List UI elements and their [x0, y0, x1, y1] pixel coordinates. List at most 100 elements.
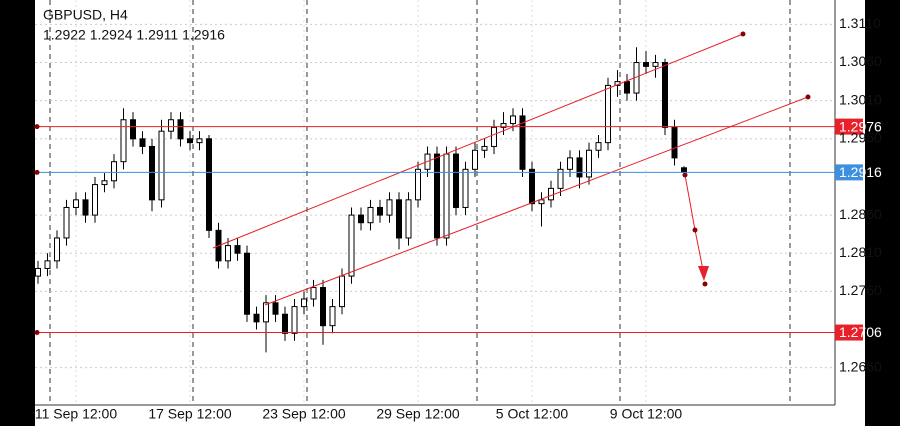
anchor — [682, 172, 688, 178]
candle-body — [329, 306, 336, 327]
level-anchor — [34, 124, 40, 130]
channel-upper — [212, 33, 744, 249]
y-tick-label: 1.3110 — [839, 15, 881, 31]
candle-body — [244, 252, 250, 315]
candle-body — [662, 62, 668, 128]
candle-body — [434, 153, 440, 239]
candle-body — [643, 62, 649, 67]
channel-lower — [264, 96, 809, 306]
arrow-head — [698, 266, 709, 281]
levels: 1.2976 1.2916 1.2706 — [34, 118, 882, 341]
candle-body — [187, 138, 193, 144]
y-tick-label: 1.2810 — [839, 244, 882, 260]
candle-body — [367, 206, 374, 224]
candle-body — [282, 313, 288, 334]
anchor — [805, 94, 811, 100]
candle-body — [158, 130, 165, 201]
candle-body — [377, 206, 383, 216]
candle-body — [225, 245, 231, 262]
candle-body — [652, 62, 659, 67]
anchor — [702, 281, 708, 287]
candle-body — [168, 119, 174, 132]
candle-body — [82, 199, 89, 216]
candle-body — [291, 306, 298, 334]
candle-body — [206, 138, 212, 231]
candle-body — [301, 298, 307, 308]
candle-body — [120, 119, 127, 163]
candle-body — [63, 206, 70, 239]
candle-body — [557, 168, 564, 189]
candle-body — [310, 287, 317, 300]
candle-body — [177, 119, 184, 140]
level-anchor — [34, 169, 40, 175]
chart-title: GBPUSD, H4 — [43, 7, 128, 23]
ohlc-readout: 1.2922 1.2924 1.2911 1.2916 — [43, 27, 225, 43]
candle-body — [595, 142, 602, 151]
candle-body — [139, 138, 146, 147]
y-tick-label: 1.3010 — [839, 91, 882, 107]
candle-body — [624, 81, 630, 94]
price-tag — [835, 118, 863, 135]
y-tick-label: 1.2760 — [839, 282, 882, 298]
candles — [35, 47, 687, 353]
candle-body — [529, 168, 535, 205]
candle-body — [510, 115, 516, 125]
candle-body — [462, 168, 469, 208]
candle-body — [35, 267, 41, 277]
x-tick-label: 5 Oct 12:00 — [496, 406, 569, 422]
candle-body — [339, 275, 345, 308]
x-tick-label: 17 Sep 12:00 — [148, 406, 232, 422]
candle-body — [130, 119, 136, 140]
candle-body — [44, 260, 51, 269]
candle-body — [538, 199, 545, 205]
candle-body — [396, 199, 402, 239]
candle-body — [605, 84, 611, 144]
candle-body — [500, 123, 507, 128]
candle-body — [576, 157, 583, 178]
y-tick-label: 1.2660 — [839, 358, 882, 374]
candle-body — [234, 245, 241, 254]
candle-body — [253, 313, 260, 323]
candle-body — [453, 153, 459, 208]
candle-body — [348, 214, 355, 277]
price-tag-label: 1.2706 — [839, 324, 882, 340]
candle-body — [491, 126, 497, 147]
candle-body — [548, 187, 554, 201]
candle-body — [415, 168, 421, 201]
candle-body — [111, 161, 117, 182]
trend-channel — [212, 31, 811, 306]
price-tag-label: 1.2976 — [839, 118, 882, 134]
y-tick-label: 1.3060 — [839, 53, 882, 69]
candle-body — [263, 302, 269, 323]
anchor — [740, 31, 746, 37]
candle-body — [519, 115, 526, 170]
x-tick-label: 11 Sep 12:00 — [35, 406, 117, 422]
price-tag — [835, 324, 863, 341]
labels: 1.3110 1.3060 1.3010 1.2960 1.2860 1.2810 1.27… — [35, 15, 882, 422]
candle-body — [386, 199, 393, 216]
candle-body — [54, 237, 60, 262]
candle-body — [320, 287, 326, 327]
anchor — [692, 227, 698, 233]
candle-body — [472, 149, 478, 170]
level-anchor — [34, 330, 40, 336]
candle-body — [73, 199, 79, 208]
candle-body — [481, 145, 488, 151]
candle-body — [358, 214, 364, 224]
candle-body — [586, 149, 592, 178]
candle-body — [149, 145, 155, 201]
price-tag — [835, 164, 863, 181]
candle-body — [101, 180, 108, 186]
x-tick-label: 9 Oct 12:00 — [610, 406, 683, 422]
candle-body — [681, 167, 687, 173]
plot-background — [35, 0, 865, 426]
y-tick-label: 1.2860 — [839, 206, 882, 222]
candle-body — [567, 157, 573, 170]
candle-body — [92, 184, 98, 216]
x-tick-label: 23 Sep 12:00 — [262, 406, 346, 422]
candle-body — [443, 153, 450, 239]
y-tick-label: 1.2960 — [839, 130, 882, 146]
price-tag-label: 1.2916 — [839, 164, 882, 180]
